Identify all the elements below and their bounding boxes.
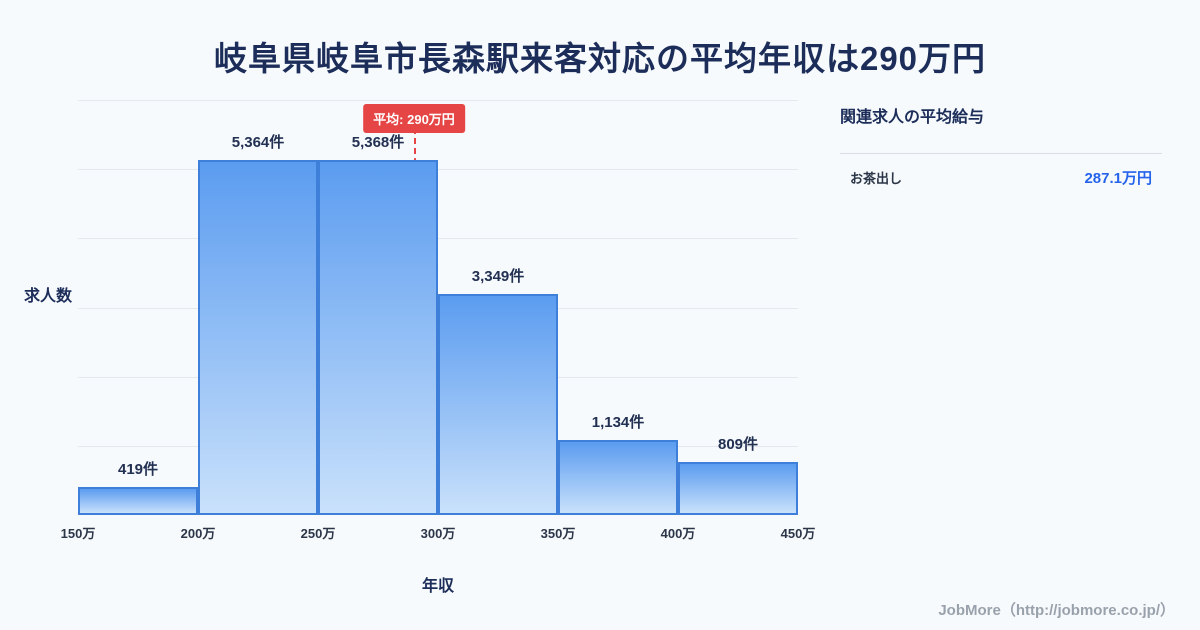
page-title: 岐阜県岐阜市長森駅来客対応の平均年収は290万円 <box>213 40 987 77</box>
histogram-bar-400万-450万 <box>678 461 798 515</box>
histogram-bar-200万-250万 <box>198 160 318 515</box>
mean-badge: 平均: 290万円 <box>363 104 465 133</box>
x-tick-label: 250万 <box>300 526 336 541</box>
histogram-bar-350万-400万 <box>558 440 678 515</box>
gridline <box>78 100 798 101</box>
x-tick-label: 450万 <box>780 526 816 541</box>
footer-credit: JobMore（http://jobmore.co.jp/） <box>938 602 1175 619</box>
related-job-row: お茶出し 287.1万円 <box>840 153 1162 201</box>
x-axis-label: 年収 <box>421 578 454 595</box>
bar-value-label: 1,134件 <box>591 414 645 432</box>
histogram-bar-250万-300万 <box>318 160 438 515</box>
bar-value-label: 3,349件 <box>471 267 525 285</box>
bar-value-label: 5,368件 <box>351 134 405 151</box>
related-jobs-list: お茶出し 287.1万円 <box>840 153 1162 201</box>
gridline <box>78 238 798 240</box>
x-tick-label: 300万 <box>420 526 456 541</box>
x-tick-label: 350万 <box>540 526 576 541</box>
bar-value-label: 5,364件 <box>231 134 285 152</box>
y-axis-label: 求人数 <box>24 288 73 305</box>
related-job-label: お茶出し <box>850 171 903 186</box>
x-tick-label: 150万 <box>60 526 96 541</box>
bar-value-label: 809件 <box>717 435 759 453</box>
related-jobs-heading: 関連求人の平均給与 <box>840 109 985 126</box>
related-jobs-panel: 関連求人の平均給与 お茶出し 287.1万円 <box>840 103 1162 201</box>
gridline <box>78 169 798 171</box>
x-tick-label: 400万 <box>660 526 696 541</box>
related-job-value: 287.1万円 <box>1084 170 1152 187</box>
histogram-bar-300万-350万 <box>438 293 558 515</box>
plot-area: 平均: 290万円 419件 5,364件 5,368件 3,349件 1,134件 80… <box>61 100 815 541</box>
histogram-bar-150万-200万 <box>78 487 198 515</box>
x-tick-label: 200万 <box>180 526 216 541</box>
bar-value-label: 419件 <box>117 461 159 479</box>
